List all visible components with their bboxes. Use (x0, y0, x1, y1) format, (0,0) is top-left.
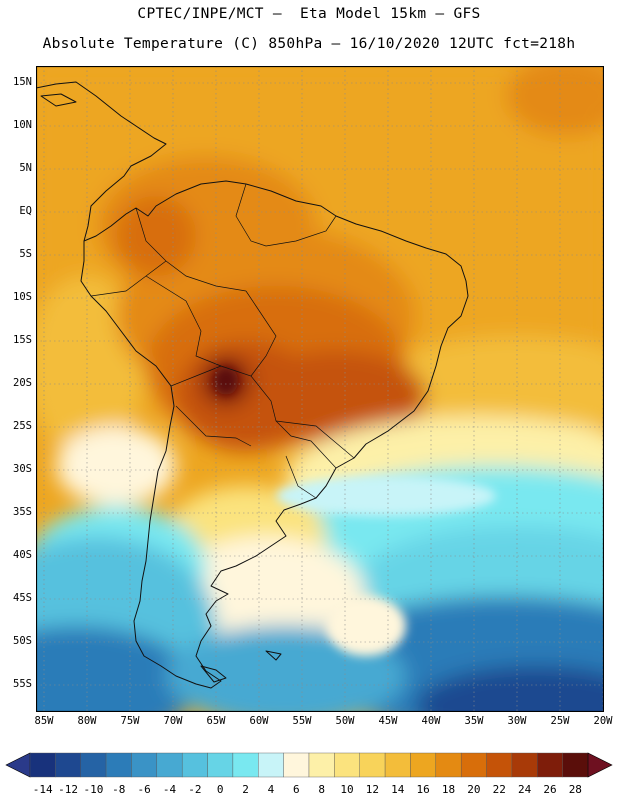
colorbar-swatch (55, 752, 81, 778)
country-borders (90, 183, 355, 499)
map-frame (36, 66, 604, 712)
colorbar (5, 752, 613, 778)
lon-label: 45W (378, 715, 398, 727)
colorbar-swatch (105, 752, 132, 778)
colorbar-tick-label: -6 (137, 783, 151, 796)
lat-label: 10N (13, 119, 32, 131)
colorbar-tick-label: 14 (391, 783, 405, 796)
lon-label: 35W (464, 715, 484, 727)
colorbar-swatch (410, 752, 437, 778)
colorbar-tick-label: 8 (318, 783, 325, 796)
colorbar-swatch (232, 752, 259, 778)
lon-label: 50W (335, 715, 355, 727)
lon-label: 85W (34, 715, 54, 727)
lat-label: 5N (19, 162, 32, 174)
colorbar-tick-label: 18 (441, 783, 456, 796)
colorbar-tick-label: 26 (543, 783, 557, 796)
lon-label: 55W (292, 715, 312, 727)
map-title-line2: Absolute Temperature (C) 850hPa – 16/10/… (42, 36, 576, 52)
colorbar-tick-label: 28 (568, 783, 582, 796)
colorbar-tick-label: -8 (112, 783, 126, 796)
colorbar-swatch (29, 752, 56, 778)
colorbar-tick-label: 10 (340, 783, 354, 796)
lat-label: EQ (19, 205, 32, 217)
colorbar-high-arrow (587, 752, 613, 778)
colorbar-swatch (460, 752, 487, 778)
colorbar-tick-label: 4 (267, 783, 275, 796)
colorbar-tick-label: 2 (242, 783, 249, 796)
lat-label: 50S (13, 635, 32, 647)
colorbar-tick-label: -10 (83, 783, 104, 796)
colorbar-swatch (156, 752, 183, 778)
colorbar-swatch (308, 752, 335, 778)
colorbar-tick-label: -4 (162, 783, 177, 796)
lat-label: 55S (13, 678, 32, 690)
colorbar-swatch (207, 752, 234, 778)
lon-label: 20W (593, 715, 613, 727)
lat-label: 5S (19, 248, 32, 260)
colorbar-tick-label: 22 (492, 783, 506, 796)
colorbar-swatch (511, 752, 538, 778)
colorbar-swatch (537, 752, 563, 778)
lat-label: 15N (13, 76, 32, 88)
lon-label: 80W (77, 715, 97, 727)
colorbar-tick-label: 12 (365, 783, 380, 796)
map-title-line1: CPTEC/INPE/MCT – Eta Model 15km – GFS (137, 6, 481, 22)
colorbar-swatch (80, 752, 107, 778)
lat-label: 20S (13, 377, 32, 389)
lat-label: 10S (13, 291, 32, 303)
colorbar-tick-label: -14 (32, 783, 53, 796)
colorbar-swatch (283, 752, 310, 778)
colorbar-tick-label: 0 (216, 783, 224, 796)
colorbar-swatch (384, 752, 411, 778)
temperature-map (36, 66, 604, 712)
colorbar-tick-label: -12 (58, 783, 78, 796)
colorbar-tick-label: -2 (188, 783, 202, 796)
lat-label: 15S (13, 334, 32, 346)
colorbar-swatch (359, 752, 386, 778)
lon-label: 70W (163, 715, 183, 727)
temperature-field (36, 66, 604, 712)
colorbar-tick-label: 20 (467, 783, 481, 796)
colorbar-swatch (562, 752, 589, 778)
coastlines (36, 81, 469, 689)
lat-label: 30S (13, 463, 32, 475)
colorbar-swatch (435, 752, 462, 778)
colorbar-swatch (181, 752, 208, 778)
lat-label: 45S (13, 592, 32, 604)
colorbar-low-arrow (5, 752, 31, 778)
lat-label: 40S (13, 549, 32, 561)
lon-label: 65W (206, 715, 226, 727)
colorbar-tick-label: 6 (293, 783, 300, 796)
lon-label: 75W (120, 715, 140, 727)
lon-label: 30W (507, 715, 527, 727)
lat-lon-grid (36, 66, 604, 712)
lon-label: 60W (249, 715, 269, 727)
lat-label: 35S (13, 506, 32, 518)
colorbar-swatch (486, 752, 513, 778)
colorbar-swatch (334, 752, 360, 778)
colorbar-swatch (131, 752, 158, 778)
colorbar-swatch (258, 752, 284, 778)
lat-label: 25S (13, 420, 32, 432)
lon-label: 40W (421, 715, 441, 727)
colorbar-tick-label: 16 (416, 783, 430, 796)
colorbar-tick-label: 24 (517, 783, 532, 796)
lon-label: 25W (550, 715, 570, 727)
